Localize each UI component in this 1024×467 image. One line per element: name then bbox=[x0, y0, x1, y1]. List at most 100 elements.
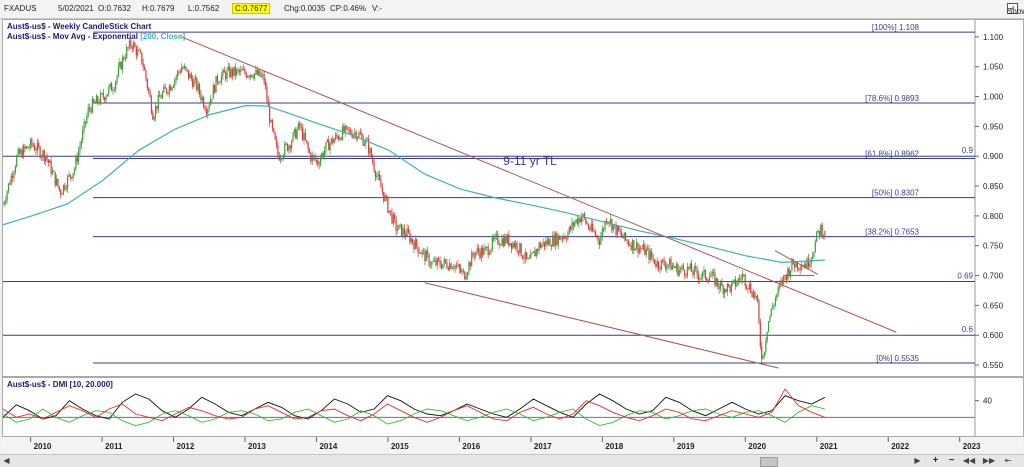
candle-up bbox=[726, 283, 728, 292]
y-tick-label: 0.600 bbox=[983, 331, 1004, 340]
candle-down bbox=[627, 241, 629, 245]
horizontal-scrollbar[interactable]: ◀ ▶ + − ◀◀ ▶▶ ⇤ bbox=[0, 454, 1024, 467]
candle-up bbox=[51, 170, 54, 174]
candle-down bbox=[142, 63, 144, 67]
candle-up bbox=[183, 66, 186, 69]
candle-up bbox=[504, 236, 506, 247]
candle-up bbox=[601, 228, 603, 237]
candle-up bbox=[197, 84, 199, 91]
y-tick-label: 0.900 bbox=[983, 152, 1004, 161]
candle-up bbox=[62, 184, 65, 194]
candle-down bbox=[502, 238, 504, 247]
candle-down bbox=[743, 274, 745, 276]
candle-down bbox=[688, 266, 690, 269]
candle-up bbox=[600, 236, 602, 245]
candle-down bbox=[403, 228, 405, 235]
show-last-toggle[interactable]: ✓ Show Last bbox=[1007, 3, 1024, 16]
candle-down bbox=[670, 258, 672, 270]
y-tick-label: 1.100 bbox=[983, 33, 1004, 42]
candle-down bbox=[135, 46, 137, 56]
dmi-y-tick-label: 40 bbox=[983, 397, 992, 406]
candle-down bbox=[608, 221, 610, 224]
candle-up bbox=[79, 145, 81, 151]
candle-up bbox=[762, 355, 764, 359]
candle-up bbox=[656, 261, 658, 267]
candle-up bbox=[669, 258, 671, 265]
candle-up bbox=[23, 145, 25, 158]
candle-down bbox=[289, 145, 291, 149]
candle-down bbox=[739, 278, 741, 280]
candle-down bbox=[714, 272, 716, 286]
candle-down bbox=[225, 72, 227, 79]
candle-up bbox=[72, 173, 74, 179]
scroll-right-arrow-icon[interactable]: ▶ bbox=[914, 456, 921, 465]
candle-down bbox=[520, 243, 522, 256]
dmi-panel[interactable]: Aust$-us$ - DMI [10, 20.000] 40 bbox=[2, 377, 1024, 437]
candle-up bbox=[501, 238, 503, 245]
candle-up bbox=[616, 225, 618, 235]
candle-down bbox=[416, 239, 418, 247]
candle-down bbox=[271, 120, 273, 129]
candle-up bbox=[465, 276, 467, 280]
candle-up bbox=[49, 160, 51, 163]
show-last-checkbox[interactable]: ✓ bbox=[1007, 3, 1018, 14]
candle-up bbox=[737, 278, 739, 284]
candle-down bbox=[652, 257, 654, 259]
zoom-out-icon[interactable]: − bbox=[948, 455, 955, 466]
candle-up bbox=[414, 239, 416, 250]
ema-200-line bbox=[3, 104, 825, 264]
candle-up bbox=[703, 269, 705, 272]
candle-down bbox=[190, 74, 192, 79]
candle-up bbox=[16, 155, 18, 167]
candle-up bbox=[99, 93, 102, 104]
candle-up bbox=[293, 128, 295, 133]
y-tick-label: 0.650 bbox=[983, 301, 1004, 310]
candle-up bbox=[172, 85, 175, 88]
candle-down bbox=[712, 271, 715, 273]
candle-down bbox=[721, 282, 723, 286]
candle-down bbox=[148, 88, 150, 92]
candle-up bbox=[219, 82, 221, 84]
dmi-chart-svg: 40 bbox=[3, 378, 992, 436]
x-tick-label: 2021 bbox=[820, 442, 838, 451]
candle-down bbox=[409, 232, 411, 243]
candle-down bbox=[47, 159, 49, 163]
candle-up bbox=[68, 174, 70, 177]
candle-up bbox=[817, 230, 819, 232]
candle-up bbox=[392, 214, 394, 224]
candle-up bbox=[121, 57, 124, 70]
candle-down bbox=[493, 237, 495, 240]
candle-down bbox=[351, 134, 353, 138]
scroll-left-arrow-icon[interactable]: ◀ bbox=[3, 456, 10, 465]
candle-down bbox=[497, 234, 499, 244]
candle-up bbox=[548, 239, 550, 245]
candle-up bbox=[454, 265, 456, 269]
candle-down bbox=[717, 278, 719, 286]
candle-down bbox=[630, 245, 632, 250]
zoom-in-icon[interactable]: + bbox=[932, 455, 939, 466]
scroll-end-left-icon[interactable]: ◀◀ bbox=[962, 456, 976, 465]
candle-down bbox=[572, 222, 574, 226]
candle-up bbox=[215, 75, 217, 93]
candle-down bbox=[420, 252, 422, 255]
candle-up bbox=[399, 224, 401, 226]
candle-down bbox=[725, 289, 727, 292]
candle-down bbox=[659, 268, 661, 270]
change-pct-label: CP:0.46% bbox=[330, 4, 367, 13]
price-chart-panel[interactable]: Aust$-us$ - Weekly CandleStick Chart Aus… bbox=[2, 19, 1024, 377]
candle-up bbox=[568, 227, 570, 234]
candle-down bbox=[781, 280, 783, 284]
scroll-end-right-icon[interactable]: ▶▶ bbox=[982, 456, 996, 465]
candle-up bbox=[490, 249, 492, 254]
candle-up bbox=[524, 252, 526, 260]
candle-down bbox=[651, 251, 653, 258]
candle-up bbox=[732, 281, 734, 284]
horizontal-level-label: 0.6 bbox=[962, 325, 974, 334]
candle-down bbox=[150, 97, 153, 113]
fib-level-label: [38.2%] 0.7653 bbox=[865, 228, 919, 237]
candle-down bbox=[539, 243, 542, 248]
candle-down bbox=[391, 211, 393, 224]
candle-down bbox=[565, 238, 568, 240]
scroll-reset-icon[interactable]: ⇤ bbox=[1004, 456, 1012, 465]
candle-up bbox=[773, 304, 775, 307]
